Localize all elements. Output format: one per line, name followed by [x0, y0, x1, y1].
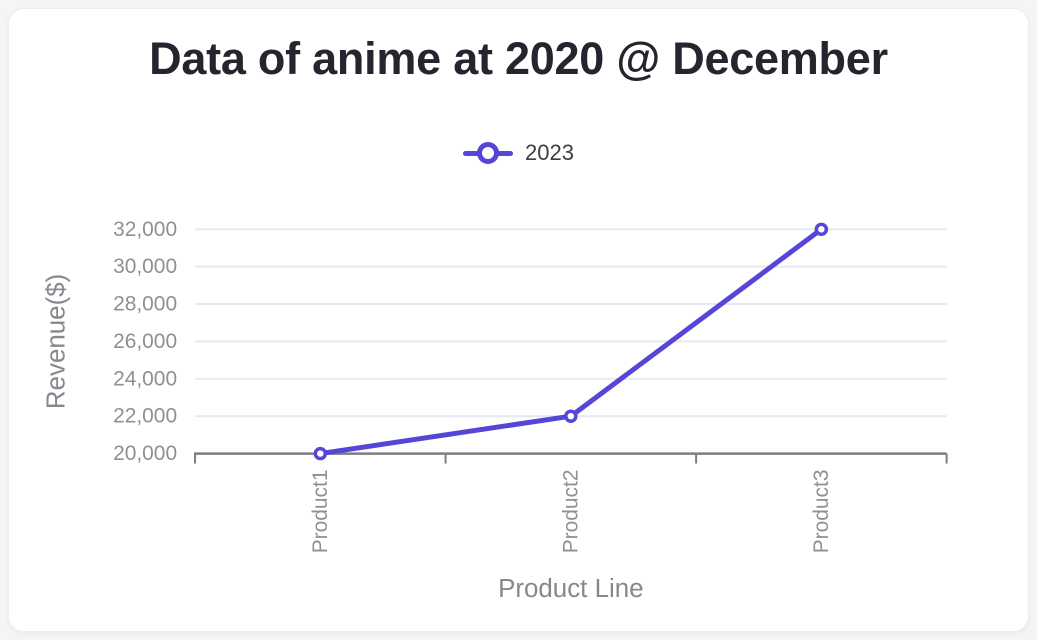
- x-tick-label: Product3: [810, 470, 833, 554]
- legend-label: 2023: [525, 140, 574, 165]
- x-axis-title: Product Line: [498, 575, 643, 603]
- data-point-product2[interactable]: [564, 409, 578, 423]
- chart-card: Data of anime at 2020 @ December 2023 20…: [8, 8, 1029, 632]
- y-tick-label: 28,000: [113, 293, 177, 316]
- y-tick-label: 30,000: [113, 255, 177, 278]
- line-chart-canvas: 20,000 22,000 24,000 26,000 28,000 30,000 32,0…: [42, 218, 948, 603]
- data-point-product1[interactable]: [313, 446, 328, 461]
- y-tick-label: 32,000: [113, 218, 177, 241]
- legend-line-marker-icon: [463, 142, 514, 164]
- data-point-product3[interactable]: [814, 222, 829, 237]
- x-tick-label: Product2: [559, 470, 582, 554]
- x-tick-label: Product1: [309, 470, 332, 554]
- y-axis-title: Revenue($): [42, 274, 70, 409]
- legend-item-2023[interactable]: 2023: [9, 135, 1028, 171]
- y-tick-label: 20,000: [113, 442, 177, 465]
- y-tick-label: 24,000: [113, 367, 177, 390]
- legend-marker-circle-icon: [477, 142, 500, 164]
- y-tick-label: 22,000: [113, 405, 177, 428]
- chart-title: Data of anime at 2020 @ December: [149, 33, 888, 84]
- y-tick-label: 26,000: [113, 330, 177, 353]
